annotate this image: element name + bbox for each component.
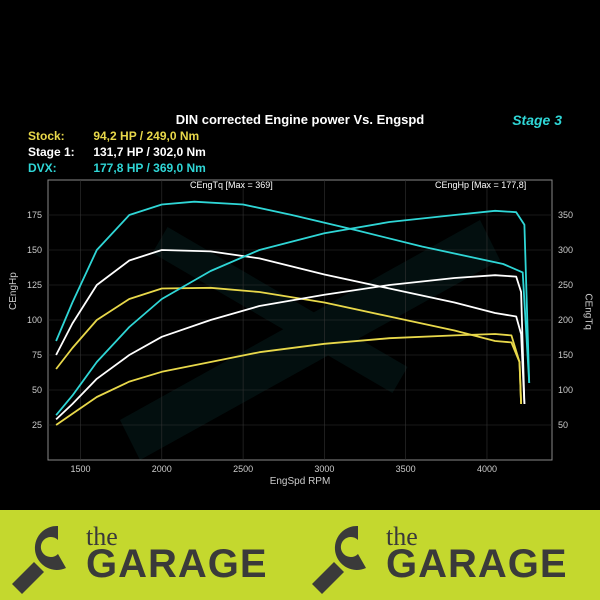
svg-text:200: 200 bbox=[558, 315, 573, 325]
svg-text:300: 300 bbox=[558, 245, 573, 255]
chart-annotation: CEngTq [Max = 369] bbox=[190, 180, 273, 190]
brand-tile: the GARAGE bbox=[300, 510, 600, 600]
svg-text:25: 25 bbox=[32, 420, 42, 430]
svg-text:150: 150 bbox=[558, 350, 573, 360]
brand-tile: the GARAGE bbox=[0, 510, 300, 600]
dyno-chart: DIN corrected Engine power Vs. Engspd St… bbox=[0, 0, 600, 500]
brand-garage: GARAGE bbox=[386, 542, 568, 587]
y-axis-left-label: CEngHp bbox=[8, 272, 19, 310]
x-axis-label: EngSpd RPM bbox=[0, 476, 600, 487]
wrench-icon bbox=[6, 518, 84, 596]
svg-text:4000: 4000 bbox=[477, 464, 497, 474]
svg-text:75: 75 bbox=[32, 350, 42, 360]
svg-text:1500: 1500 bbox=[71, 464, 91, 474]
svg-text:250: 250 bbox=[558, 280, 573, 290]
svg-text:125: 125 bbox=[27, 280, 42, 290]
svg-text:350: 350 bbox=[558, 210, 573, 220]
svg-text:2500: 2500 bbox=[233, 464, 253, 474]
svg-text:100: 100 bbox=[558, 385, 573, 395]
svg-text:150: 150 bbox=[27, 245, 42, 255]
brand-garage: GARAGE bbox=[86, 542, 268, 587]
footer-brand-bar: the GARAGE the GARAGE bbox=[0, 510, 600, 600]
svg-text:175: 175 bbox=[27, 210, 42, 220]
svg-text:50: 50 bbox=[32, 385, 42, 395]
svg-text:3000: 3000 bbox=[314, 464, 334, 474]
svg-text:50: 50 bbox=[558, 420, 568, 430]
svg-text:100: 100 bbox=[27, 315, 42, 325]
wrench-icon bbox=[306, 518, 384, 596]
svg-text:2000: 2000 bbox=[152, 464, 172, 474]
chart-svg: 1500 2000 2500 3000 3500 4000 25 50 75 100 125 150 1… bbox=[0, 0, 600, 500]
chart-annotation: CEngHp [Max = 177,8] bbox=[435, 180, 526, 190]
y-axis-right-label: CEngTq bbox=[583, 293, 594, 330]
svg-text:3500: 3500 bbox=[396, 464, 416, 474]
